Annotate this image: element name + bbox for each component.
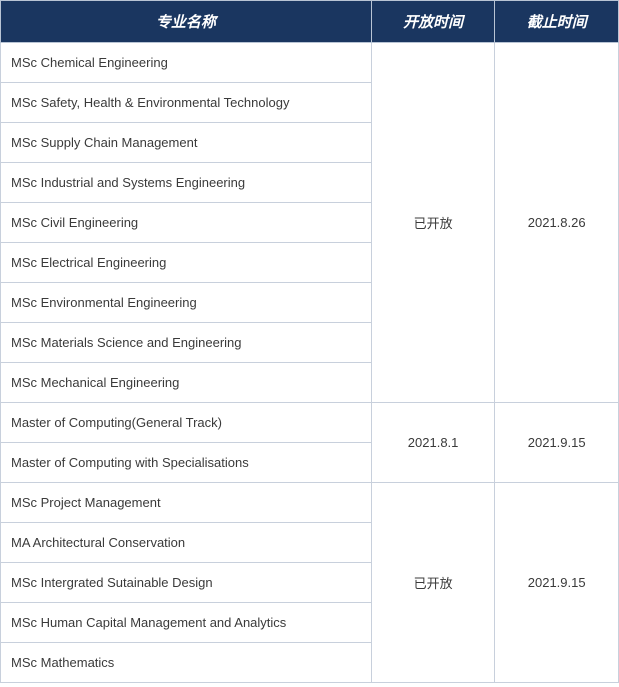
program-name-cell: MSc Safety, Health & Environmental Techn… (1, 83, 372, 123)
program-name-cell: Master of Computing with Specialisations (1, 443, 372, 483)
table-row: MSc Chemical Engineering已开放2021.8.26 (1, 43, 619, 83)
program-name-cell: MSc Industrial and Systems Engineering (1, 163, 372, 203)
program-name-cell: MSc Civil Engineering (1, 203, 372, 243)
table-row: MSc Project Management已开放2021.9.15 (1, 483, 619, 523)
program-name-cell: MA Architectural Conservation (1, 523, 372, 563)
program-name-cell: MSc Mechanical Engineering (1, 363, 372, 403)
program-name-cell: MSc Supply Chain Management (1, 123, 372, 163)
program-name-cell: MSc Materials Science and Engineering (1, 323, 372, 363)
open-time-cell: 已开放 (371, 483, 495, 683)
programs-table: 专业名称 开放时间 截止时间 MSc Chemical Engineering已… (0, 0, 619, 683)
program-name-cell: MSc Human Capital Management and Analyti… (1, 603, 372, 643)
table-header-row: 专业名称 开放时间 截止时间 (1, 1, 619, 43)
program-name-cell: MSc Intergrated Sutainable Design (1, 563, 372, 603)
program-name-cell: Master of Computing(General Track) (1, 403, 372, 443)
open-time-cell: 2021.8.1 (371, 403, 495, 483)
table-row: Master of Computing(General Track)2021.8… (1, 403, 619, 443)
header-close-time: 截止时间 (495, 1, 619, 43)
program-name-cell: MSc Mathematics (1, 643, 372, 683)
close-time-cell: 2021.9.15 (495, 403, 619, 483)
program-name-cell: MSc Project Management (1, 483, 372, 523)
program-name-cell: MSc Electrical Engineering (1, 243, 372, 283)
close-time-cell: 2021.8.26 (495, 43, 619, 403)
close-time-cell: 2021.9.15 (495, 483, 619, 683)
program-name-cell: MSc Chemical Engineering (1, 43, 372, 83)
header-open-time: 开放时间 (371, 1, 495, 43)
header-program-name: 专业名称 (1, 1, 372, 43)
open-time-cell: 已开放 (371, 43, 495, 403)
program-name-cell: MSc Environmental Engineering (1, 283, 372, 323)
